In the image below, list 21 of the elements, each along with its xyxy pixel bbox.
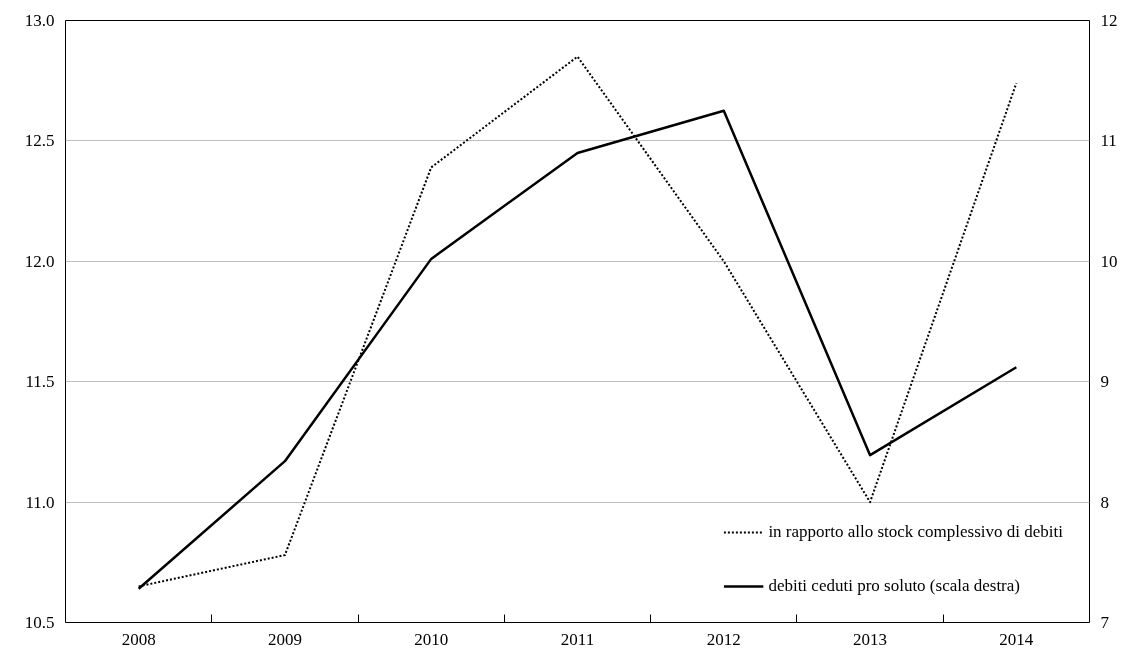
y-tick-label: 11.0 <box>25 492 55 512</box>
legend-label: in rapporto allo stock complessivo di debiti <box>768 522 1063 542</box>
x-tick-label: 2012 <box>706 629 741 649</box>
y-tick-label: 10.5 <box>24 613 55 632</box>
y2-tick-label: 11 <box>1100 131 1117 151</box>
y-tick-label: 12.0 <box>24 251 55 271</box>
y2-tick-label: 9 <box>1100 372 1109 392</box>
y2-tick-label: 8 <box>1100 492 1109 512</box>
x-tick-label: 2014 <box>999 629 1034 649</box>
x-tick-label: 2009 <box>267 629 302 649</box>
y2-tick-label: 7 <box>1100 613 1110 632</box>
y-tick-label: 11.5 <box>25 372 55 392</box>
legend-label: debiti ceduti pro soluto (scala destra) <box>768 576 1020 596</box>
x-tick-label: 2011 <box>560 629 595 649</box>
y2-tick-label: 10 <box>1100 251 1118 271</box>
x-tick-label: 2010 <box>414 629 449 649</box>
y-tick-label: 12.5 <box>24 131 55 151</box>
y2-tick-label: 12 <box>1100 11 1118 30</box>
x-tick-label: 2008 <box>121 629 156 649</box>
y-tick-label: 13.0 <box>24 11 55 30</box>
x-tick-label: 2013 <box>853 629 888 649</box>
